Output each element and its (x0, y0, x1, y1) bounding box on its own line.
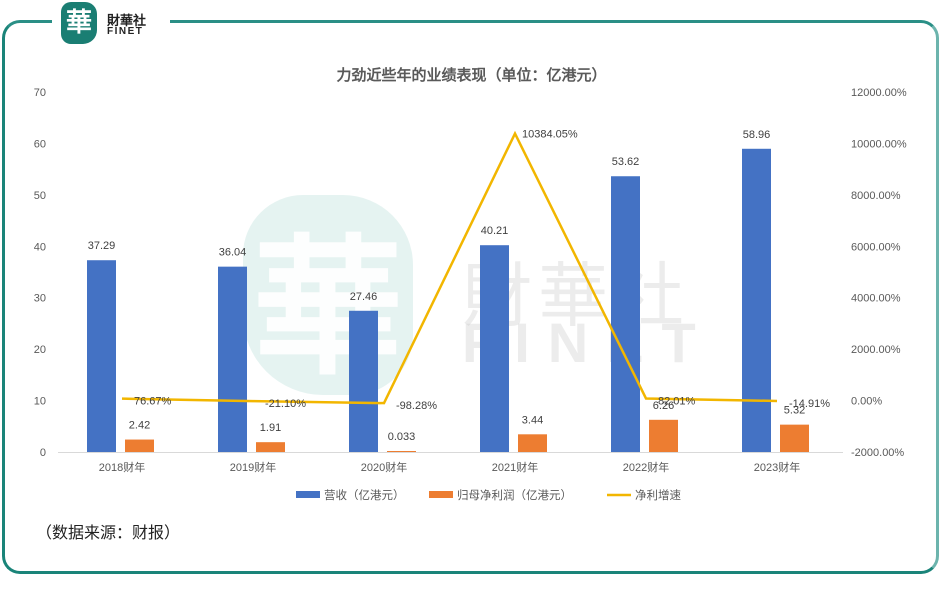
brand-name-cn: 財華社 (107, 14, 147, 29)
chart-title: 力劲近些年的业绩表现（单位：亿港元） (336, 66, 607, 84)
x-axis-label: 2022财年 (623, 460, 669, 474)
profit-label: 1.91 (260, 422, 281, 434)
right-axis-tick: 12000.00% (851, 87, 907, 99)
profit-label: 3.44 (522, 414, 543, 426)
right-axis-tick: 10000.00% (851, 138, 907, 150)
left-axis-tick: 20 (34, 344, 46, 356)
left-axis: 0 10 20 30 40 50 60 70 (34, 87, 46, 459)
left-axis-tick: 70 (34, 87, 46, 99)
growth-label: 10384.05% (522, 129, 578, 141)
left-axis-tick: 30 (34, 293, 46, 305)
revenue-label: 27.46 (350, 291, 378, 303)
revenue-label: 53.62 (612, 156, 640, 168)
revenue-bar (480, 245, 509, 452)
card-frame (2, 20, 939, 574)
revenue-bar (218, 266, 247, 452)
right-axis-tick: 0.00% (851, 396, 882, 408)
profit-bar (125, 439, 154, 452)
legend-swatch (429, 491, 453, 498)
revenue-bar (742, 148, 771, 452)
profit-label: 5.32 (784, 405, 805, 417)
legend-label: 净利增速 (635, 488, 681, 502)
growth-line (121, 130, 778, 405)
growth-label: 82.01% (658, 395, 696, 407)
profit-bar (780, 424, 809, 452)
revenue-label: 58.96 (743, 129, 771, 141)
line-series: 76.67% -21.10% -98.28% 10384.05% 82.01% -14.9… (121, 129, 830, 412)
growth-label: -98.28% (396, 400, 437, 412)
profit-bar (649, 419, 678, 452)
x-axis-label: 2021财年 (492, 460, 538, 474)
right-axis-tick: 8000.00% (851, 190, 901, 202)
growth-label: 76.67% (134, 396, 172, 408)
profit-bar (387, 451, 416, 452)
growth-label: -14.91% (789, 398, 830, 410)
left-axis-tick: 60 (34, 138, 46, 150)
data-source-note: （数据来源：财报） (36, 523, 181, 542)
revenue-label: 36.04 (219, 247, 247, 259)
right-axis-tick: 4000.00% (851, 293, 901, 305)
x-axis-labels: 2018财年 2019财年 2020财年 2021财年 2022财年 2023财年 (99, 460, 800, 474)
x-axis-label: 2018财年 (99, 460, 145, 474)
x-axis-label: 2023财年 (754, 460, 800, 474)
revenue-label: 37.29 (88, 240, 116, 252)
left-axis-tick: 10 (34, 396, 46, 408)
legend-swatch (296, 491, 320, 498)
bar-series: 37.29 2.42 36.04 1.91 27.46 0.033 40.21 3.44 53.… (87, 129, 809, 453)
legend: 营收（亿港元） 归母净利润（亿港元） 净利增速 (296, 488, 681, 502)
legend-label: 营收（亿港元） (324, 488, 405, 502)
revenue-label: 40.21 (481, 225, 509, 237)
profit-bar (256, 442, 285, 452)
revenue-bar (349, 310, 378, 452)
growth-label: -21.10% (265, 398, 306, 410)
profit-label: 0.033 (388, 431, 416, 443)
profit-label: 2.42 (129, 420, 150, 432)
right-axis-tick: 2000.00% (851, 344, 901, 356)
left-axis-tick: 0 (40, 447, 46, 459)
right-axis-tick: -2000.00% (851, 447, 904, 459)
right-axis: -2000.00% 0.00% 2000.00% 4000.00% 6000.00% 80… (851, 87, 907, 459)
right-axis-tick: 6000.00% (851, 241, 901, 253)
revenue-bar (611, 176, 640, 453)
profit-label: 6.26 (653, 400, 674, 412)
revenue-bar (87, 260, 116, 452)
profit-bar (518, 434, 547, 452)
left-axis-tick: 40 (34, 241, 46, 253)
finet-logo-icon: 華 (61, 2, 97, 44)
x-axis-label: 2019财年 (230, 460, 276, 474)
legend-label: 归母净利润（亿港元） (457, 488, 572, 502)
brand-name-en: FINET (107, 26, 144, 37)
x-axis-label: 2020财年 (361, 460, 407, 474)
left-axis-tick: 50 (34, 190, 46, 202)
